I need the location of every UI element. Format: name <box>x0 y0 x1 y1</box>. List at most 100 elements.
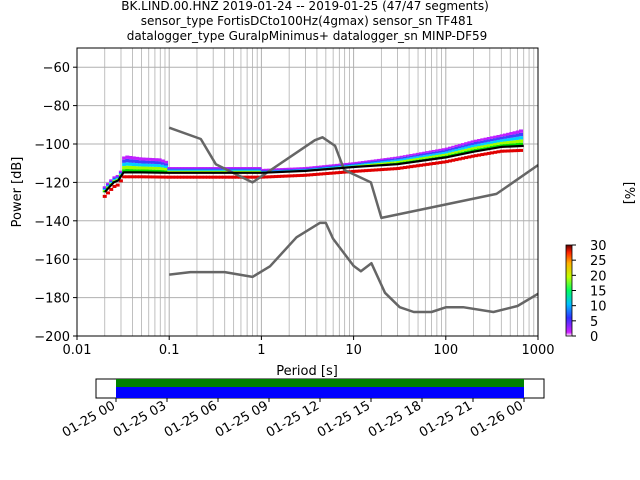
density-cell <box>189 175 194 179</box>
density-cell <box>348 162 353 165</box>
density-cell <box>196 169 201 171</box>
density-cell <box>112 184 117 188</box>
density-cell <box>228 175 233 179</box>
density-cell <box>180 167 185 169</box>
density-cell <box>231 175 236 179</box>
density-cell <box>160 159 165 163</box>
density-cell <box>105 182 110 185</box>
density-cell <box>125 158 130 163</box>
density-cell <box>270 175 275 179</box>
grid <box>76 48 538 337</box>
density-cell <box>431 151 436 154</box>
density-cell <box>335 163 340 166</box>
density-cell <box>496 137 501 140</box>
density-cell <box>273 168 278 170</box>
density-cell <box>428 150 433 153</box>
density-cell <box>399 166 404 170</box>
density-cell <box>370 168 375 172</box>
density-cell <box>286 168 291 171</box>
density-cell <box>115 183 120 187</box>
density-cell <box>335 165 340 168</box>
density-cell <box>480 143 485 146</box>
density-cell <box>322 172 327 176</box>
density-cell <box>264 168 269 171</box>
density-cell <box>147 163 152 167</box>
x-ticks: 0.01 0.1 1 10 100 1000 <box>63 336 555 358</box>
timeline-coverage-bar <box>116 379 524 387</box>
density-cell <box>215 170 220 172</box>
density-cell <box>383 159 388 161</box>
density-cell <box>193 170 198 172</box>
density-cell <box>173 168 178 170</box>
colorbar-tick-label: 20 <box>590 269 607 284</box>
density-cell <box>222 169 227 171</box>
density-cell <box>131 156 136 160</box>
density-cell <box>325 164 330 167</box>
density-cell <box>144 163 149 167</box>
density-cell <box>483 142 488 145</box>
density-cell <box>448 148 453 151</box>
density-cell <box>212 170 217 172</box>
density-cell <box>489 136 494 139</box>
density-cell <box>344 163 349 166</box>
density-cell <box>483 152 488 156</box>
density-cell <box>364 163 369 166</box>
timeline-data-bar <box>116 387 524 398</box>
density-cell <box>141 160 146 164</box>
density-cell <box>122 166 127 170</box>
density-cell <box>215 169 220 171</box>
density-cell <box>396 159 401 161</box>
density-cell <box>147 169 152 173</box>
density-cell <box>380 159 385 162</box>
density-cell <box>296 168 301 171</box>
density-cell <box>486 137 491 140</box>
density-cell <box>293 174 298 178</box>
density-cell <box>247 175 252 179</box>
density-cell <box>257 168 262 170</box>
density-cell <box>202 170 207 172</box>
density-cell <box>460 147 465 150</box>
density-cell <box>296 174 301 178</box>
density-cell <box>147 160 152 164</box>
density-cell <box>431 155 436 158</box>
density-cell <box>370 162 375 164</box>
y-tick-label: −120 <box>34 176 70 191</box>
plot-frame <box>76 47 539 337</box>
density-cell <box>515 130 520 134</box>
density-cell <box>364 169 369 173</box>
density-cell <box>438 148 443 151</box>
density-cell <box>235 175 240 179</box>
density-cell <box>199 168 204 170</box>
density-cell <box>451 158 456 162</box>
density-cell <box>477 143 482 147</box>
density-cell <box>167 169 172 171</box>
density-cell <box>135 159 140 164</box>
density-cell <box>247 167 252 169</box>
density-cell <box>412 155 417 157</box>
density-cell <box>141 166 146 170</box>
density-cell <box>438 150 443 153</box>
density-cell <box>377 158 382 161</box>
density-cell <box>406 156 411 158</box>
density-cell <box>419 152 424 155</box>
density-cell <box>189 167 194 169</box>
density-cell <box>467 150 472 153</box>
density-cell <box>105 185 110 187</box>
x-tick-label: 1000 <box>521 343 554 358</box>
plot-background <box>77 48 538 336</box>
density-cell <box>306 167 311 170</box>
density-cell <box>196 167 201 169</box>
density-cell <box>457 146 462 149</box>
density-cell <box>422 155 427 157</box>
density-cell <box>489 143 494 147</box>
density-cell <box>344 164 349 167</box>
density-cell <box>515 139 520 144</box>
density-cell <box>386 161 391 164</box>
density-cell <box>467 148 472 151</box>
density-cell <box>209 168 214 170</box>
density-cell <box>289 174 294 178</box>
density-cell <box>244 170 249 172</box>
density-cell <box>448 152 453 155</box>
density-cell <box>448 150 453 153</box>
density-cell <box>325 166 330 169</box>
